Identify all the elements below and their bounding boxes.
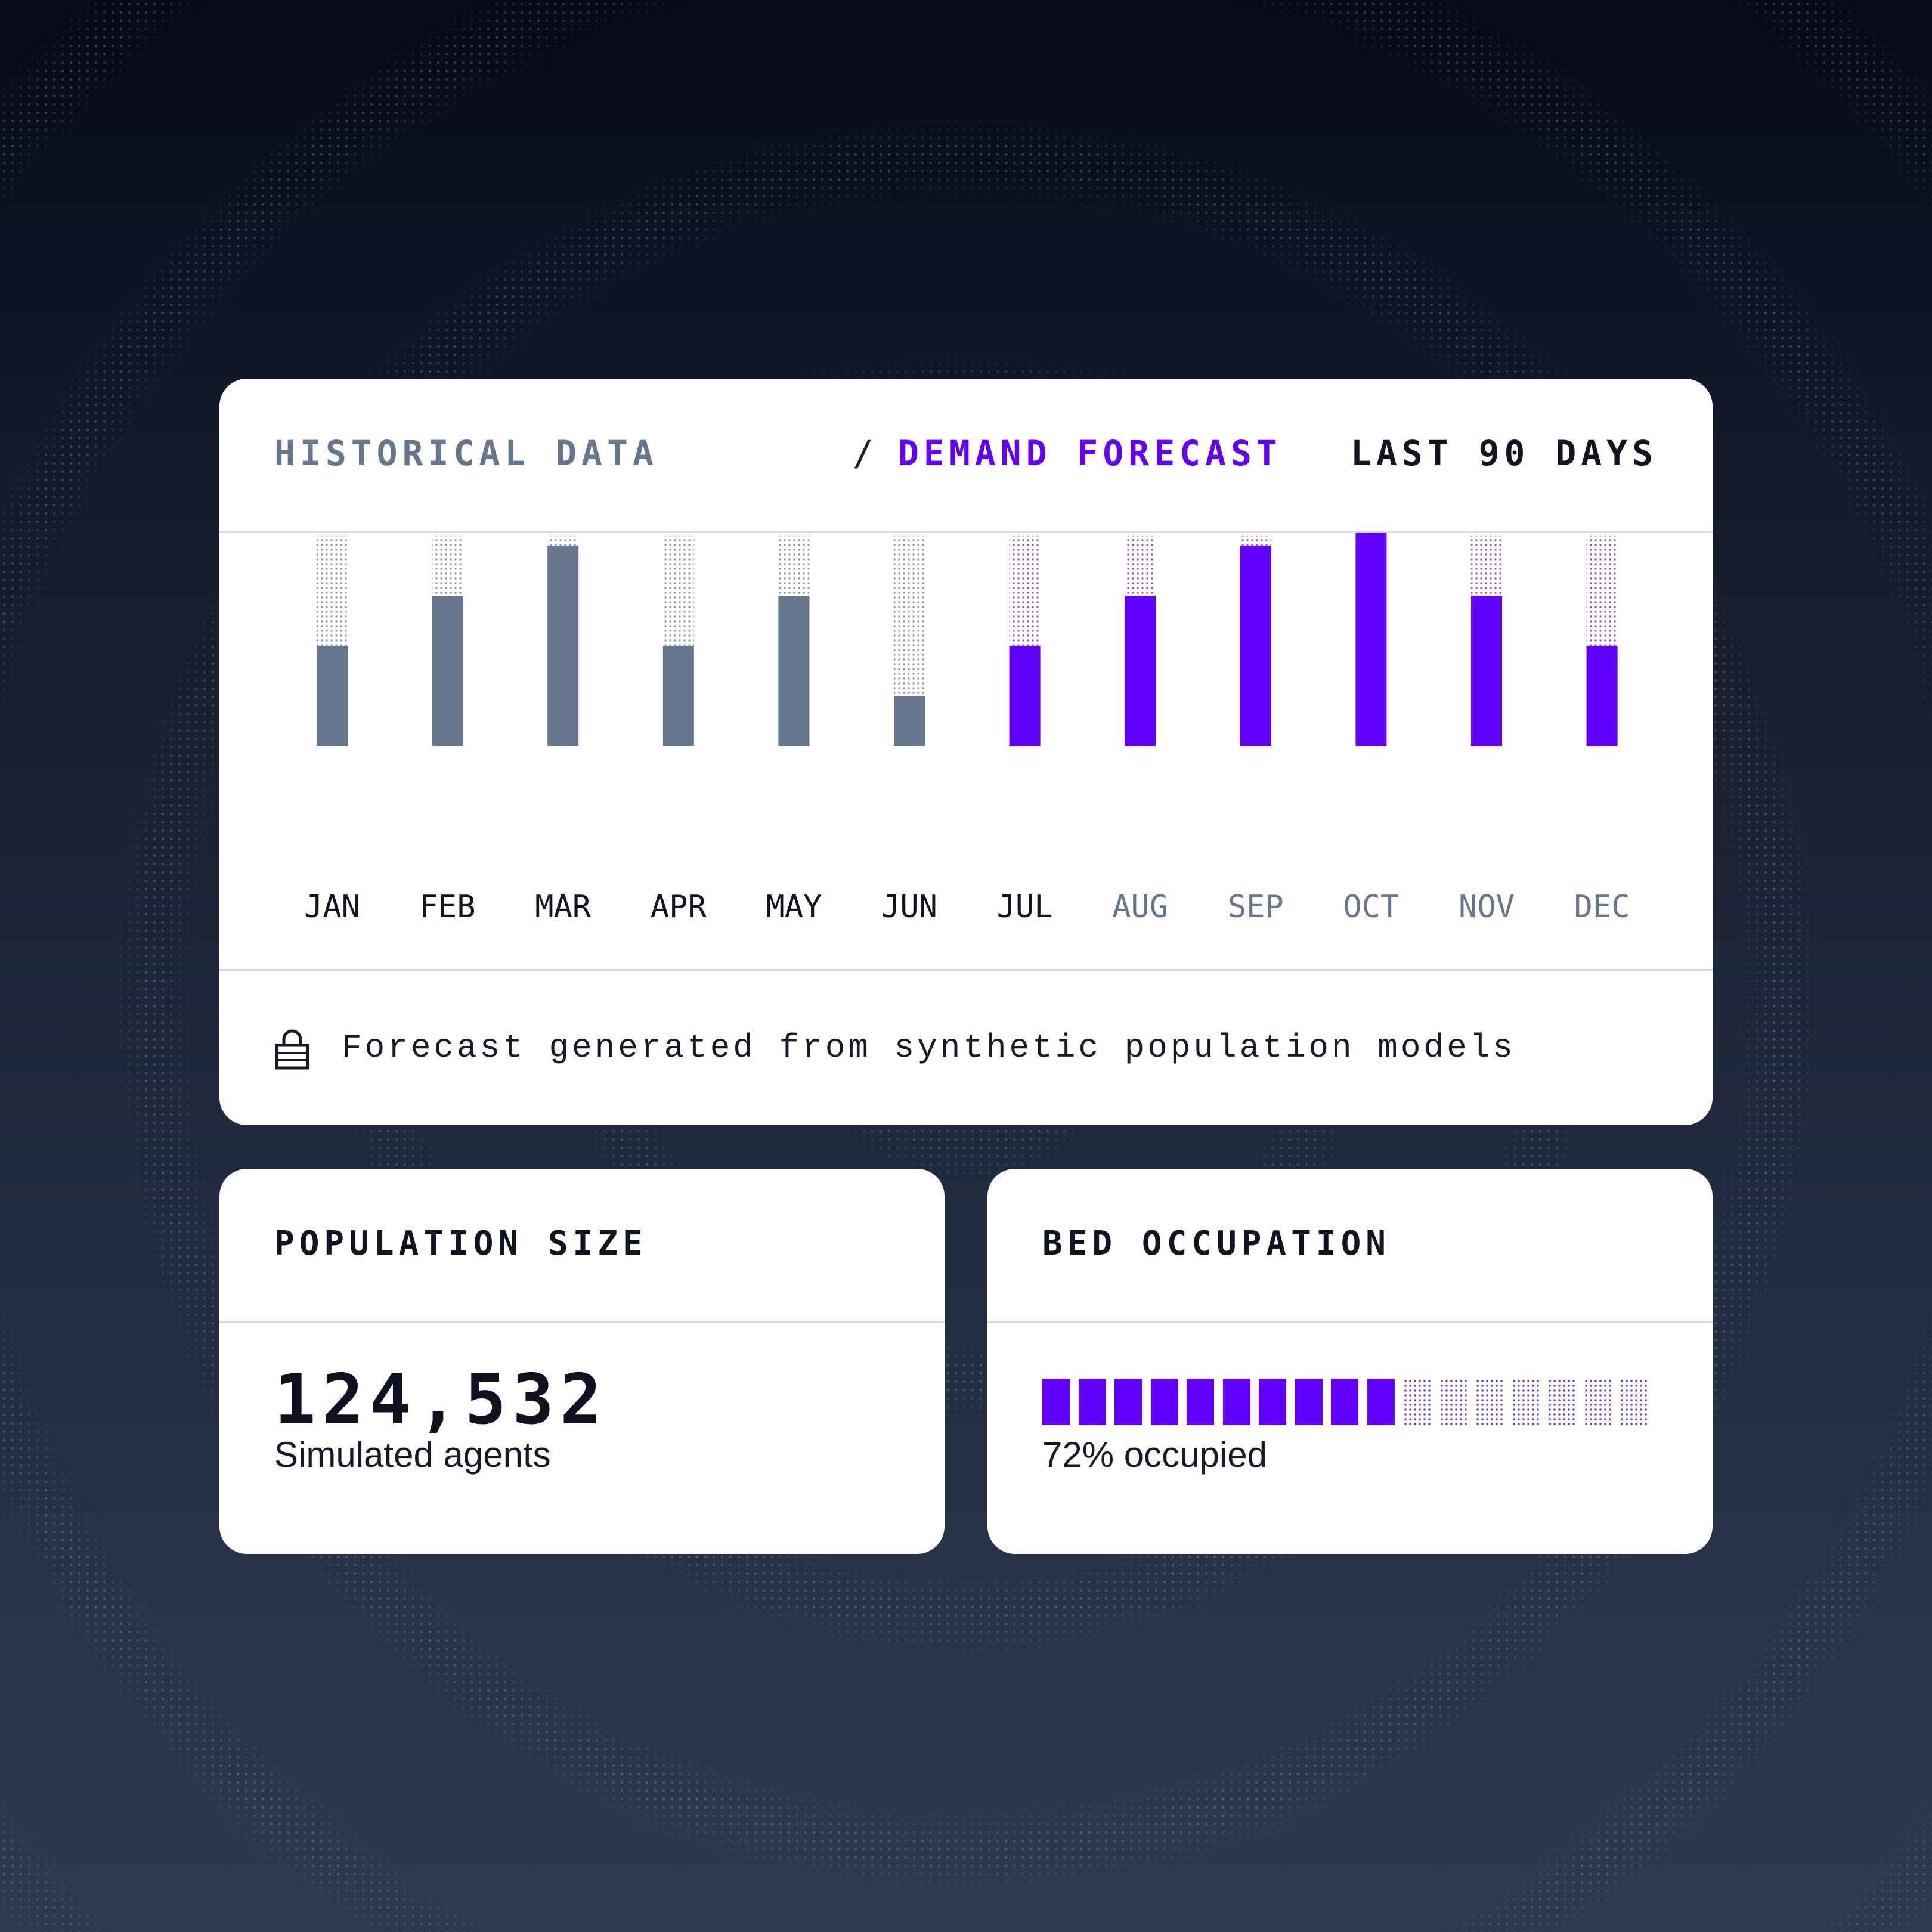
demand-forecast-label[interactable]: DEMAND FORECAST <box>898 433 1282 473</box>
population-size-title: POPULATION SIZE <box>274 1224 648 1263</box>
bed-occupation-card: BED OCCUPATION 72% occupied <box>987 1169 1713 1554</box>
bar-track-mar <box>547 536 579 546</box>
lock-icon <box>275 1029 309 1070</box>
date-range-label[interactable]: LAST 90 DAYS <box>1350 433 1658 473</box>
occupied-segment <box>1078 1379 1106 1425</box>
occupied-segment <box>1259 1379 1286 1425</box>
bar-track-aug <box>1125 536 1156 596</box>
bed-occupation-title: BED OCCUPATION <box>1042 1224 1391 1263</box>
free-segment <box>1475 1379 1503 1425</box>
bar-oct[interactable] <box>1355 533 1387 746</box>
month-label-may: MAY <box>766 889 822 925</box>
bar-jun[interactable] <box>894 696 925 746</box>
bar-sep[interactable] <box>1240 546 1271 746</box>
occupied-segment <box>1114 1379 1142 1425</box>
bar-track-nov <box>1471 536 1502 596</box>
month-label-sep: SEP <box>1227 889 1284 925</box>
occupancy-caption: 72% occupied <box>1042 1435 1267 1475</box>
month-label-feb: FEB <box>419 889 476 925</box>
month-label-jul: JUL <box>996 889 1053 925</box>
bar-track-apr <box>662 536 694 646</box>
month-axis: JAN FEB MAR APR MAY JUN JUL AUG SEP OCT NOV DEC <box>219 891 1713 939</box>
free-segment <box>1583 1379 1611 1425</box>
free-segment <box>1511 1379 1539 1425</box>
free-segment <box>1403 1379 1431 1425</box>
bar-track-sep <box>1240 536 1271 546</box>
occupied-segment <box>1331 1379 1358 1425</box>
card-header: HISTORICAL DATA / DEMAND FORECAST LAST 9… <box>219 379 1713 533</box>
population-card-header: POPULATION SIZE <box>219 1169 945 1323</box>
population-value: 124,532 <box>274 1360 608 1440</box>
month-label-oct: OCT <box>1343 889 1400 925</box>
forecast-note: Forecast generated from synthetic popula… <box>342 1029 1516 1067</box>
month-label-dec: DEC <box>1574 889 1630 925</box>
month-label-nov: NOV <box>1459 889 1515 925</box>
bar-apr[interactable] <box>662 646 694 746</box>
bar-track-may <box>778 536 810 596</box>
occupied-segment <box>1295 1379 1323 1425</box>
bar-dec[interactable] <box>1586 646 1618 746</box>
bar-track-jun <box>894 536 925 696</box>
month-label-aug: AUG <box>1112 889 1169 925</box>
occupied-segment <box>1222 1379 1250 1425</box>
demand-forecast-card: HISTORICAL DATA / DEMAND FORECAST LAST 9… <box>219 379 1713 1125</box>
population-size-card: POPULATION SIZE 124,532 Simulated agents <box>219 1169 945 1554</box>
historical-data-label[interactable]: HISTORICAL DATA <box>274 433 658 473</box>
card-footer: Forecast generated from synthetic popula… <box>219 969 1713 1125</box>
month-label-apr: APR <box>650 889 707 925</box>
month-label-jan: JAN <box>304 889 360 925</box>
month-label-mar: MAR <box>535 889 592 925</box>
population-caption: Simulated agents <box>274 1435 551 1475</box>
breadcrumb-separator: / <box>853 433 878 473</box>
occupied-segment <box>1367 1379 1395 1425</box>
month-label-jun: JUN <box>881 889 937 925</box>
bar-track-jan <box>317 536 348 646</box>
bar-track-jul <box>1009 536 1041 646</box>
bed-card-header: BED OCCUPATION <box>987 1169 1713 1323</box>
free-segment <box>1620 1379 1647 1425</box>
occupied-segment <box>1042 1379 1070 1425</box>
bar-aug[interactable] <box>1125 596 1156 746</box>
occupied-segment <box>1187 1379 1214 1425</box>
bar-feb[interactable] <box>432 596 463 746</box>
bar-nov[interactable] <box>1471 596 1502 746</box>
bar-jan[interactable] <box>317 646 348 746</box>
demand-bar-chart <box>317 533 1618 746</box>
bar-track-dec <box>1586 536 1618 646</box>
free-segment <box>1547 1379 1575 1425</box>
bar-mar[interactable] <box>547 546 579 746</box>
free-segment <box>1439 1379 1467 1425</box>
bar-jul[interactable] <box>1009 646 1041 746</box>
bar-track-feb <box>432 536 463 596</box>
occupancy-meter <box>1042 1379 1651 1425</box>
bar-may[interactable] <box>778 596 810 746</box>
occupied-segment <box>1150 1379 1178 1425</box>
